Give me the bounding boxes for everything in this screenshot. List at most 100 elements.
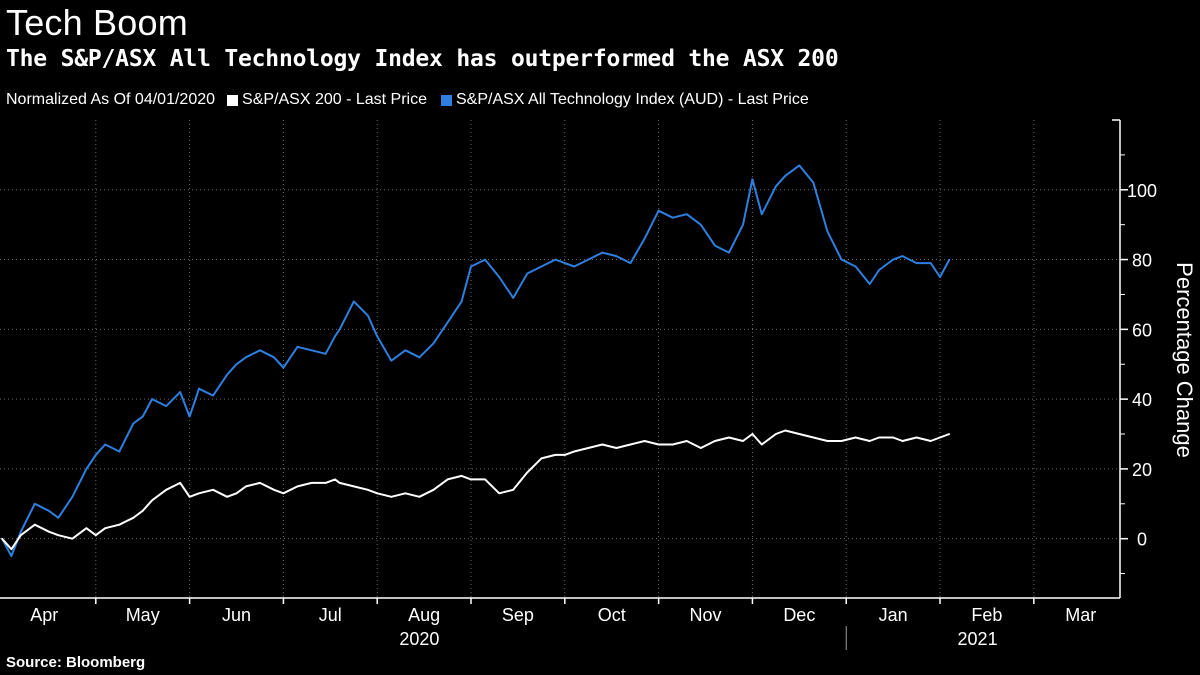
data-point-tech-index	[353, 300, 355, 303]
data-point-asx200	[404, 492, 407, 495]
data-point-asx200	[165, 489, 167, 491]
data-point-asx200	[141, 510, 144, 512]
data-point-asx200	[761, 443, 763, 446]
data-point-tech-index	[296, 346, 299, 348]
y-tick-label: 40	[1132, 390, 1152, 410]
data-point-asx200	[334, 478, 336, 481]
data-point-asx200	[10, 548, 13, 550]
data-point-tech-index	[273, 356, 275, 359]
data-point-tech-index	[118, 450, 121, 453]
data-point-tech-index	[179, 391, 181, 393]
data-point-tech-index	[939, 276, 941, 278]
data-point-tech-index	[854, 265, 857, 268]
data-point-tech-index	[48, 510, 50, 512]
data-point-tech-index	[915, 262, 918, 264]
data-point-tech-index	[324, 353, 327, 355]
data-point-tech-index	[587, 258, 590, 261]
data-point-asx200	[470, 478, 472, 481]
data-point-tech-index	[338, 328, 341, 331]
data-point-asx200	[812, 436, 815, 439]
data-point-asx200	[564, 454, 566, 456]
data-point-asx200	[840, 440, 843, 442]
data-point-tech-index	[95, 454, 97, 456]
data-point-asx200	[259, 482, 261, 484]
data-point-asx200	[390, 496, 393, 498]
data-point-tech-index	[601, 251, 604, 254]
data-point-asx200	[643, 440, 646, 442]
data-point-asx200	[826, 440, 829, 442]
x-tick-label-nov: Nov	[690, 605, 722, 625]
legend-label-tech-index: S&P/ASX All Technology Index (AUD) - Las…	[456, 91, 809, 108]
x-tick-label-oct: Oct	[598, 605, 626, 625]
data-point-asx200	[671, 443, 674, 446]
data-point-asx200	[48, 530, 50, 533]
x-tick-label-dec: Dec	[783, 605, 815, 625]
data-point-tech-index	[212, 394, 214, 397]
data-point-asx200	[554, 454, 557, 456]
data-point-tech-index	[929, 262, 932, 264]
data-point-asx200	[915, 436, 918, 439]
data-point-asx200	[512, 489, 514, 491]
data-point-asx200	[878, 436, 880, 439]
data-point-tech-index	[775, 185, 777, 188]
data-point-asx200	[95, 534, 97, 536]
data-point-asx200	[784, 429, 787, 432]
data-point-tech-index	[573, 265, 575, 268]
data-point-tech-index	[376, 335, 379, 338]
data-point-asx200	[34, 523, 36, 526]
data-point-tech-index	[20, 530, 22, 533]
legend-swatch-tech-index	[441, 94, 452, 106]
data-point-tech-index	[245, 356, 247, 359]
data-point-asx200	[282, 492, 285, 495]
y-tick-label: 80	[1132, 251, 1152, 271]
x-year-label-2020: 2020	[399, 629, 439, 649]
y-axis-title: Percentage Change	[1172, 262, 1197, 458]
data-point-tech-index	[751, 178, 754, 181]
data-point-asx200	[901, 440, 904, 442]
data-point-asx200	[179, 482, 181, 484]
data-point-asx200	[775, 433, 777, 435]
data-point-tech-index	[901, 255, 904, 257]
data-point-asx200	[657, 443, 660, 446]
data-point-tech-index	[826, 230, 829, 233]
data-point-asx200	[338, 482, 341, 484]
data-point-tech-index	[390, 359, 393, 362]
data-point-asx200	[948, 433, 951, 435]
data-point-asx200	[1, 537, 3, 540]
data-point-tech-index	[34, 503, 36, 505]
x-tick-label-may: May	[126, 605, 160, 625]
x-tick-label-feb: Feb	[971, 605, 1002, 625]
data-point-tech-index	[615, 255, 618, 257]
x-tick-label-apr: Apr	[30, 605, 58, 625]
data-point-tech-index	[742, 223, 744, 226]
data-point-tech-index	[432, 342, 435, 345]
data-point-asx200	[353, 485, 355, 488]
legend: Normalized As Of 04/01/2020 S&P/ASX 200 …	[6, 91, 823, 109]
data-point-tech-index	[892, 258, 894, 261]
x-year-label-2021: 2021	[958, 629, 998, 649]
data-point-tech-index	[784, 175, 787, 177]
data-point-tech-index	[334, 335, 336, 338]
data-point-asx200	[526, 471, 529, 474]
data-point-tech-index	[564, 262, 566, 264]
legend-label-asx200: S&P/ASX 200 - Last Price	[242, 91, 427, 108]
data-point-tech-index	[878, 269, 880, 271]
y-tick-label: 0	[1137, 530, 1147, 550]
data-point-asx200	[929, 440, 932, 442]
data-point-tech-index	[235, 363, 238, 366]
y-tick-label: 20	[1132, 460, 1152, 480]
data-point-asx200	[132, 517, 135, 519]
data-point-asx200	[367, 489, 369, 491]
data-point-asx200	[573, 450, 575, 453]
y-tick-label: 60	[1132, 320, 1152, 340]
x-tick-label-mar: Mar	[1065, 605, 1096, 625]
data-point-tech-index	[151, 398, 153, 400]
data-point-tech-index	[540, 265, 543, 268]
series-line-tech-index	[1, 164, 951, 558]
data-point-tech-index	[868, 283, 871, 285]
data-point-tech-index	[526, 272, 529, 275]
series-layer	[1, 164, 951, 558]
data-point-tech-index	[700, 223, 702, 226]
data-point-tech-index	[165, 405, 167, 407]
